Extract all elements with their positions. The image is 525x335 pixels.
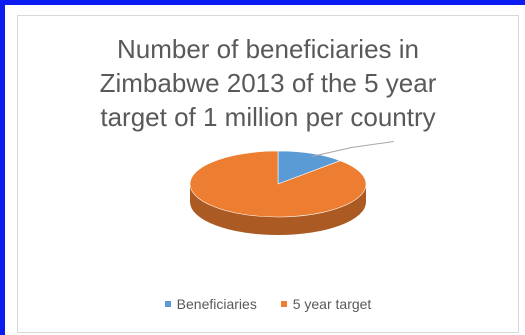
pie-side-5-year-target: [190, 184, 366, 235]
legend-entry-5-year-target: 5 year target: [280, 296, 372, 312]
legend-label-5-year-target: 5 year target: [292, 296, 372, 312]
pie-chart: [189, 141, 394, 235]
pie-leader-line: [311, 141, 394, 157]
pie-slice-beneficiaries: [277, 150, 342, 185]
chart-title-line-2: Zimbabwe 2013 of the 5 year: [99, 68, 437, 98]
legend-label-beneficiaries: Beneficiaries: [176, 296, 257, 312]
legend-entry-beneficiaries: Beneficiaries: [164, 296, 257, 312]
chart-area: Number of beneficiaries in Zimbabwe 2013…: [17, 15, 519, 333]
chart-title-line-3: target of 1 million per country: [100, 102, 436, 132]
legend-swatch-5-year-target: [280, 301, 287, 308]
legend-swatch-beneficiaries: [164, 301, 171, 308]
chart-legend: Beneficiaries 5 year target: [18, 296, 518, 312]
pie-slice-5-year-target: [189, 150, 367, 218]
chart-title-line-1: Number of beneficiaries in: [116, 34, 420, 64]
